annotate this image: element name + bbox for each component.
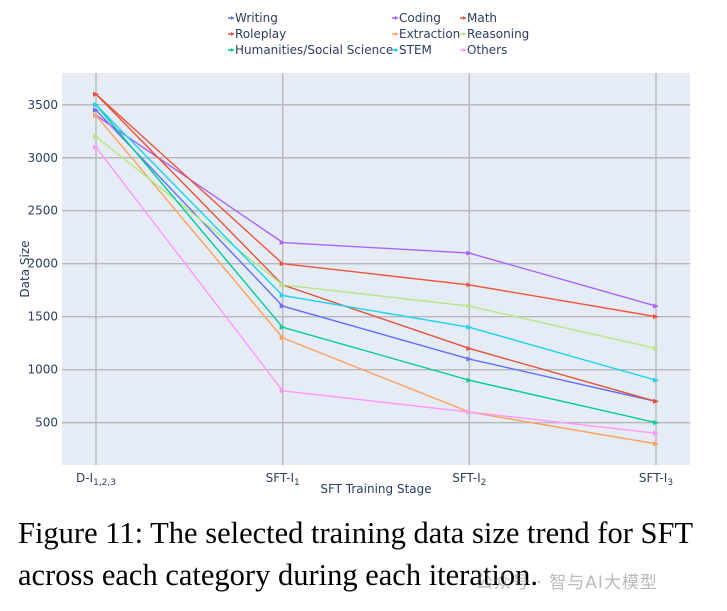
x-tick-label: SFT-I1 bbox=[266, 471, 300, 488]
legend-marker bbox=[231, 32, 234, 36]
legend-marker bbox=[463, 32, 466, 36]
figure-caption: Figure 11: The selected training data si… bbox=[18, 516, 693, 592]
x-tick-label: SFT-I3 bbox=[639, 471, 673, 488]
data-point bbox=[279, 292, 286, 298]
data-point bbox=[466, 377, 473, 383]
legend-item: Math bbox=[460, 11, 497, 25]
data-point bbox=[466, 324, 473, 330]
data-point bbox=[653, 314, 659, 320]
legend-marker bbox=[395, 48, 398, 52]
plot-background bbox=[62, 73, 690, 465]
data-point bbox=[279, 335, 286, 341]
legend-label: Coding bbox=[399, 11, 441, 25]
legend-item: Roleplay bbox=[228, 27, 286, 41]
x-tick-label: D-I1,2,3 bbox=[76, 471, 116, 488]
legend-item: Others bbox=[460, 43, 507, 57]
y-tick-label: 2500 bbox=[27, 204, 58, 218]
legend-marker bbox=[395, 32, 398, 36]
legend-label: Math bbox=[467, 11, 497, 25]
series-line bbox=[95, 109, 657, 403]
data-point bbox=[279, 240, 286, 246]
data-point bbox=[279, 261, 286, 267]
legend-label: Extraction bbox=[399, 27, 460, 41]
y-tick-label: 3000 bbox=[27, 151, 58, 165]
data-point bbox=[653, 441, 659, 447]
series-line bbox=[95, 136, 657, 350]
data-point bbox=[93, 102, 99, 108]
tick-layer: 500 1000 1500 2000 2500 3000 3500 D-I1,2,3 SFT-I… bbox=[27, 98, 673, 488]
data-point bbox=[279, 388, 286, 394]
data-point bbox=[466, 303, 473, 309]
legend-label: Humanities/Social Science bbox=[235, 43, 393, 57]
data-point bbox=[653, 398, 659, 404]
legend-marker bbox=[463, 48, 466, 52]
series-line bbox=[95, 104, 657, 424]
series-line bbox=[95, 93, 657, 403]
legend-label: STEM bbox=[399, 43, 432, 57]
data-point bbox=[653, 377, 659, 383]
data-point bbox=[466, 409, 473, 415]
data-point bbox=[93, 134, 99, 140]
data-point bbox=[279, 324, 286, 330]
data-point bbox=[653, 420, 659, 426]
data-point bbox=[466, 282, 473, 288]
data-point bbox=[93, 112, 99, 118]
series-line bbox=[95, 146, 657, 434]
series-reasoning bbox=[93, 134, 659, 351]
legend-item: Coding bbox=[392, 11, 441, 25]
legend-item: STEM bbox=[392, 43, 432, 57]
y-tick-label: 2000 bbox=[27, 257, 58, 271]
series-line bbox=[95, 104, 657, 381]
series-line bbox=[95, 93, 657, 318]
data-point bbox=[653, 430, 659, 436]
legend-item: Writing bbox=[228, 11, 278, 25]
series-others bbox=[93, 144, 659, 436]
data-point bbox=[279, 303, 286, 309]
legend-label: Writing bbox=[235, 11, 278, 25]
legend-label: Reasoning bbox=[467, 27, 529, 41]
data-point bbox=[466, 356, 473, 362]
y-tick-label: 1000 bbox=[27, 363, 58, 377]
legend-item: Humanities/Social Science bbox=[228, 43, 393, 57]
legend-marker bbox=[231, 48, 234, 52]
data-point bbox=[466, 250, 473, 256]
data-point bbox=[466, 345, 473, 351]
y-tick-label: 3500 bbox=[27, 98, 58, 112]
series-line bbox=[95, 114, 657, 445]
legend-marker bbox=[395, 16, 398, 20]
series-layer bbox=[93, 91, 659, 447]
data-point bbox=[653, 303, 659, 309]
legend-label: Others bbox=[467, 43, 507, 57]
legend-marker bbox=[463, 16, 466, 20]
x-axis-title: SFT Training Stage bbox=[320, 482, 431, 496]
y-tick-label: 1500 bbox=[27, 310, 58, 324]
legend: Writing Coding Math Roleplay Extraction Reaso… bbox=[228, 11, 529, 57]
data-point bbox=[93, 107, 99, 113]
data-point bbox=[93, 144, 99, 150]
data-point bbox=[93, 91, 99, 97]
series-stem bbox=[93, 102, 659, 383]
legend-item: Reasoning bbox=[460, 27, 529, 41]
data-point bbox=[653, 345, 659, 351]
watermark: 公众号 · 智与AI大模型 bbox=[476, 573, 658, 593]
line-chart: 500 1000 1500 2000 2500 3000 3500 D-I1,2,3 SFT-I… bbox=[18, 11, 690, 496]
y-axis-title: Data Size bbox=[18, 240, 32, 297]
data-point bbox=[279, 282, 286, 288]
x-tick-label: SFT-I2 bbox=[452, 471, 486, 488]
legend-item: Extraction bbox=[392, 27, 460, 41]
legend-label: Roleplay bbox=[235, 27, 286, 41]
y-tick-label: 500 bbox=[35, 416, 58, 430]
legend-marker bbox=[231, 16, 234, 20]
